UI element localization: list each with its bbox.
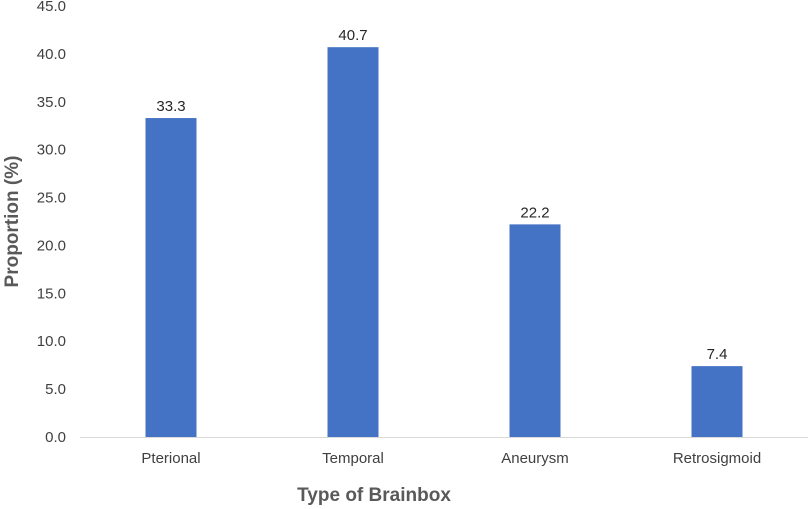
bar: [145, 118, 197, 437]
data-labels-group: 33.3 40.7 22.2 7.4: [156, 27, 727, 363]
y-tick-label: 0.0: [45, 429, 66, 446]
x-axis-ticks: Pterional Temporal Aneurysm Retrosigmoid: [141, 450, 761, 467]
y-tick-label: 10.0: [37, 333, 66, 350]
y-tick-label: 15.0: [37, 285, 66, 302]
y-tick-label: 40.0: [37, 46, 66, 63]
y-tick-label: 35.0: [37, 94, 66, 111]
bar: [509, 224, 561, 437]
bar-data-label: 22.2: [520, 204, 549, 221]
bar-data-label: 40.7: [338, 27, 367, 44]
x-axis-title: Type of Brainbox: [297, 485, 451, 506]
x-tick-label: Retrosigmoid: [673, 450, 761, 467]
y-tick-label: 30.0: [37, 142, 66, 159]
x-tick-label: Aneurysm: [501, 450, 569, 467]
bar-data-label: 7.4: [707, 346, 728, 363]
bar-data-label: 33.3: [156, 98, 185, 115]
bars-group: [145, 47, 743, 437]
y-axis-ticks: 0.0 5.0 10.0 15.0 20.0 25.0 30.0 35.0 40.0 45.0: [37, 0, 66, 446]
y-tick-label: 25.0: [37, 190, 66, 207]
y-tick-label: 20.0: [37, 237, 66, 254]
y-tick-label: 5.0: [45, 381, 66, 398]
y-tick-label: 45.0: [37, 0, 66, 15]
bar: [327, 47, 379, 437]
x-tick-label: Temporal: [322, 450, 384, 467]
bar: [691, 366, 743, 437]
y-axis-title: Proportion (%): [2, 156, 23, 288]
x-tick-label: Pterional: [141, 450, 200, 467]
